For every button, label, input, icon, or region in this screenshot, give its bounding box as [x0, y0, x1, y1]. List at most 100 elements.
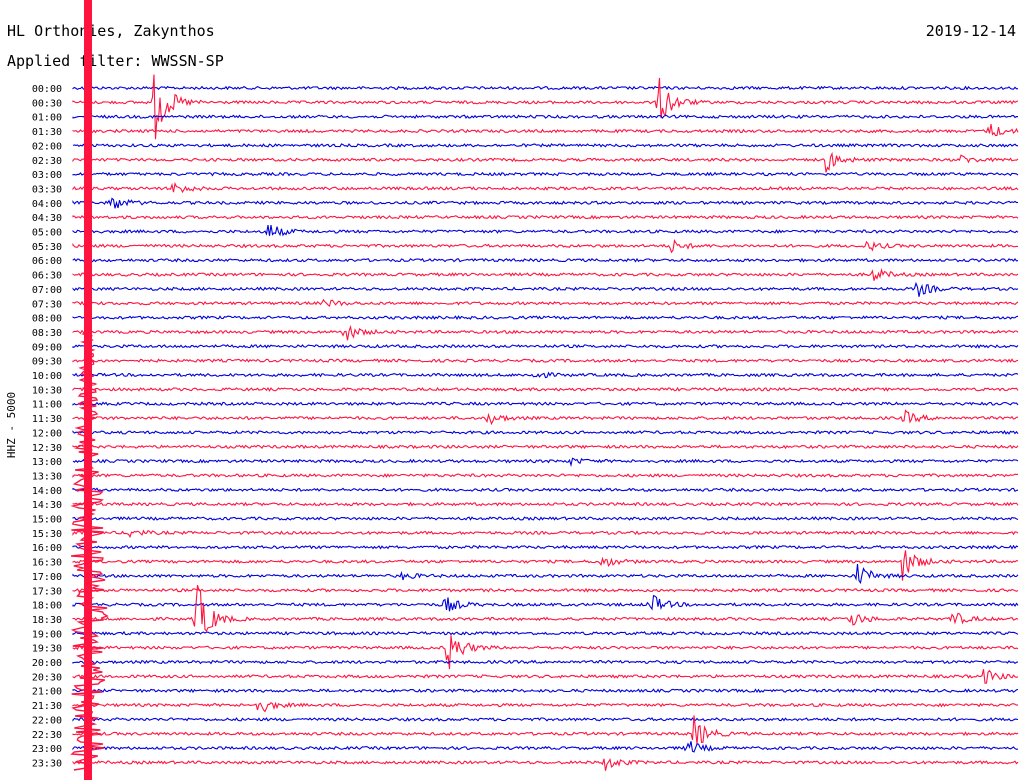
row-label: 16:00: [32, 543, 62, 554]
row-label: 03:30: [32, 184, 62, 195]
trace-row: [72, 472, 1019, 478]
trace-row: [72, 401, 1019, 407]
trace-row: [72, 343, 1019, 349]
row-label: 09:30: [32, 357, 62, 368]
row-label: 01:00: [32, 113, 62, 124]
trace-row: [72, 181, 1019, 194]
seismic-traces: [72, 74, 1019, 771]
trace-row: [72, 371, 1019, 379]
row-label: 15:30: [32, 529, 62, 540]
trace-row: [72, 563, 1019, 585]
channel-label: HHZ - 5000: [5, 392, 18, 458]
trace-row: [72, 151, 1019, 173]
trace-row: [72, 74, 1019, 140]
trace-row: [72, 688, 1019, 694]
trace-row: [72, 143, 1018, 148]
earthquake-band: [84, 0, 92, 780]
trace-row: [72, 516, 1019, 521]
row-label: 13:00: [32, 457, 62, 468]
trace-row: [72, 716, 1019, 722]
row-label: 12:00: [32, 428, 62, 439]
trace-row: [72, 587, 1019, 593]
trace-row: [72, 430, 1019, 435]
row-label: 14:00: [32, 486, 62, 497]
row-label: 21:00: [32, 687, 62, 698]
trace-row: [72, 659, 1019, 665]
row-label: 23:00: [32, 744, 62, 755]
row-label: 06:30: [32, 271, 62, 282]
trace-row: [72, 214, 1019, 220]
row-label: 19:30: [32, 644, 62, 655]
trace-row: [72, 281, 1019, 297]
row-label: 18:00: [32, 601, 62, 612]
row-label: 11:30: [32, 414, 62, 425]
trace-row: [72, 701, 1019, 713]
trace-row: [72, 257, 1019, 263]
row-label: 15:00: [32, 515, 62, 526]
row-label: 04:00: [32, 199, 62, 210]
row-label: 06:00: [32, 256, 62, 267]
row-label: 12:30: [32, 443, 62, 454]
station-title: HL Orthonies, Zakynthos: [7, 22, 215, 40]
trace-row: [72, 444, 1019, 450]
row-label: 10:00: [32, 371, 62, 382]
row-label: 05:00: [32, 228, 62, 239]
trace-row: [72, 594, 1019, 612]
row-label: 21:30: [32, 701, 62, 712]
trace-row: [72, 585, 1019, 632]
row-label: 22:30: [32, 730, 62, 741]
trace-row: [72, 544, 1019, 550]
row-label: 17:30: [32, 586, 62, 597]
row-label: 04:30: [32, 213, 62, 224]
row-label: 23:30: [32, 758, 62, 769]
large-earthquake-signal: [70, 0, 109, 780]
row-label: 02:00: [32, 141, 62, 152]
row-label: 19:00: [32, 629, 62, 640]
trace-row: [72, 324, 1019, 341]
trace-row: [72, 386, 1019, 392]
trace-row: [72, 197, 1019, 209]
row-label: 08:30: [32, 328, 62, 339]
row-label: 09:00: [32, 342, 62, 353]
trace-row: [72, 635, 1019, 670]
trace-row: [72, 669, 1019, 684]
row-label: 02:30: [32, 156, 62, 167]
trace-row: [72, 529, 1019, 539]
row-label: 20:30: [32, 672, 62, 683]
trace-row: [72, 298, 1019, 308]
trace-row: [72, 409, 1019, 426]
row-label: 22:00: [32, 715, 62, 726]
row-label: 18:30: [32, 615, 62, 626]
trace-row: [72, 630, 1019, 636]
trace-row: [72, 741, 1019, 753]
row-label: 07:00: [32, 285, 62, 296]
row-label: 11:00: [32, 400, 62, 411]
row-label: 07:30: [32, 299, 62, 310]
trace-row: [72, 315, 1019, 321]
row-label: 05:30: [32, 242, 62, 253]
row-label: 00:30: [32, 98, 62, 109]
row-label: 14:30: [32, 500, 62, 511]
row-time-labels: 00:00 00:30 01:00 01:30 02:00 02:30 03:00 03:30…: [32, 84, 62, 769]
trace-row: [72, 225, 1019, 237]
row-label: 20:00: [32, 658, 62, 669]
row-label: 03:00: [32, 170, 62, 181]
trace-row: [72, 550, 1019, 581]
trace-row: [72, 171, 1019, 177]
trace-row: [72, 715, 1019, 745]
row-label: 17:00: [32, 572, 62, 583]
trace-row: [72, 501, 1019, 507]
row-label: 13:30: [32, 471, 62, 482]
trace-row: [72, 457, 1019, 468]
trace-row: [72, 358, 1019, 364]
earthquake-coda: [70, 299, 109, 771]
trace-row: [72, 124, 1019, 137]
trace-row: [72, 239, 1019, 254]
trace-row: [72, 85, 1019, 91]
row-label: 10:30: [32, 385, 62, 396]
date-label: 2019-12-14: [926, 22, 1016, 40]
trace-row: [72, 758, 1019, 771]
trace-row: [72, 487, 1019, 493]
row-label: 00:00: [32, 84, 62, 95]
row-label: 08:00: [32, 314, 62, 325]
